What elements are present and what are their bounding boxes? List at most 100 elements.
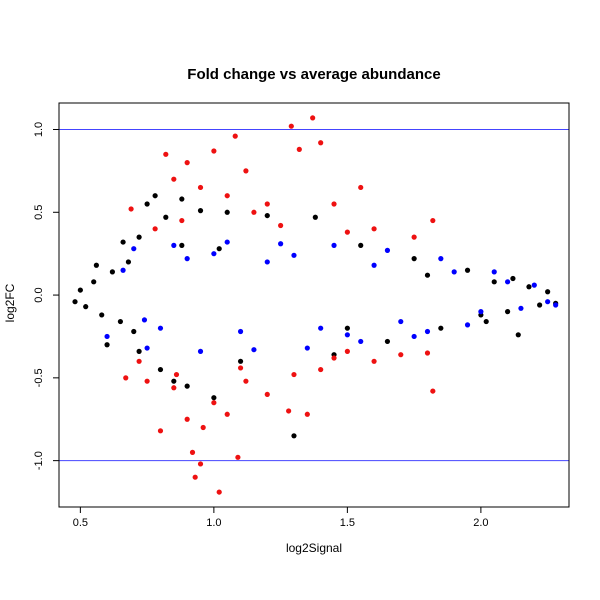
data-point bbox=[478, 309, 484, 315]
data-point bbox=[304, 345, 310, 351]
data-point bbox=[189, 449, 196, 455]
data-point bbox=[131, 328, 137, 335]
data-point bbox=[286, 408, 292, 414]
data-point bbox=[184, 160, 190, 166]
data-point bbox=[358, 338, 364, 345]
data-point bbox=[424, 272, 431, 278]
x-tick-label: 0.5 bbox=[73, 517, 88, 529]
data-point bbox=[398, 318, 404, 325]
data-point bbox=[304, 411, 310, 417]
data-point bbox=[243, 168, 249, 174]
data-point bbox=[310, 115, 316, 121]
data-point bbox=[318, 140, 324, 146]
data-point bbox=[251, 209, 257, 215]
y-tick-label: 0.0 bbox=[33, 287, 45, 302]
data-point bbox=[144, 201, 150, 207]
data-point bbox=[144, 378, 150, 384]
x-axis-label: log2Signal bbox=[286, 541, 342, 555]
data-point bbox=[157, 366, 164, 373]
data-point bbox=[526, 284, 532, 290]
data-point bbox=[411, 256, 417, 262]
data-point bbox=[171, 378, 177, 384]
data-point bbox=[237, 365, 244, 371]
data-point bbox=[104, 333, 110, 340]
data-point bbox=[371, 226, 377, 232]
data-point bbox=[125, 259, 132, 265]
data-point bbox=[179, 217, 185, 224]
data-point bbox=[136, 348, 142, 354]
data-point bbox=[197, 461, 204, 467]
plot-frame bbox=[58, 102, 570, 508]
data-point bbox=[211, 251, 217, 257]
data-point bbox=[163, 214, 169, 220]
data-point bbox=[197, 184, 204, 191]
data-point bbox=[291, 433, 297, 439]
data-point bbox=[491, 279, 497, 285]
data-point bbox=[123, 375, 129, 381]
data-point bbox=[211, 400, 217, 406]
data-point bbox=[430, 388, 436, 394]
data-point bbox=[288, 123, 294, 129]
y-tick-label: -1.0 bbox=[33, 451, 45, 470]
data-point bbox=[192, 474, 198, 480]
data-point bbox=[384, 247, 391, 253]
data-point bbox=[197, 348, 204, 354]
data-point bbox=[264, 201, 270, 207]
data-point bbox=[163, 151, 169, 157]
data-point bbox=[344, 325, 350, 331]
data-point bbox=[152, 193, 158, 199]
data-point bbox=[398, 352, 404, 358]
data-point bbox=[104, 342, 110, 348]
data-point bbox=[120, 267, 126, 273]
y-tick-label: 1.0 bbox=[33, 122, 45, 137]
data-point bbox=[235, 454, 241, 460]
data-point bbox=[171, 385, 177, 391]
data-point bbox=[136, 234, 142, 240]
data-point bbox=[237, 328, 244, 335]
data-point bbox=[224, 411, 230, 417]
data-point bbox=[491, 269, 497, 275]
data-point bbox=[438, 325, 444, 331]
data-point bbox=[91, 279, 97, 285]
data-point bbox=[77, 287, 83, 293]
data-point bbox=[291, 371, 297, 378]
data-point bbox=[264, 212, 270, 219]
data-point bbox=[216, 489, 222, 495]
data-point bbox=[537, 302, 543, 308]
data-point bbox=[411, 333, 417, 340]
data-point bbox=[211, 148, 217, 154]
data-point bbox=[197, 208, 204, 214]
data-point bbox=[237, 358, 244, 364]
y-tick-label: -0.5 bbox=[33, 368, 45, 387]
data-point bbox=[211, 395, 217, 401]
data-point bbox=[141, 317, 148, 323]
data-point bbox=[344, 332, 350, 338]
x-tick-label: 1.0 bbox=[206, 517, 221, 529]
data-point bbox=[264, 259, 270, 265]
data-point bbox=[243, 378, 249, 384]
data-point bbox=[184, 416, 190, 422]
data-point bbox=[344, 229, 350, 235]
data-point bbox=[358, 242, 364, 248]
data-point bbox=[424, 328, 431, 335]
data-point bbox=[296, 146, 302, 152]
data-point bbox=[184, 383, 190, 389]
y-tick-label: 0.5 bbox=[33, 205, 45, 220]
data-point bbox=[371, 358, 377, 364]
data-point bbox=[264, 391, 270, 398]
data-point bbox=[518, 305, 524, 311]
data-point bbox=[318, 366, 324, 373]
data-point bbox=[171, 176, 177, 182]
data-point bbox=[344, 348, 350, 354]
data-point bbox=[83, 304, 89, 310]
x-tick-label: 2.0 bbox=[473, 517, 488, 529]
data-point bbox=[291, 252, 297, 258]
data-point bbox=[331, 201, 337, 207]
data-point bbox=[179, 242, 185, 248]
data-point bbox=[384, 338, 391, 345]
data-point bbox=[157, 428, 164, 434]
data-point bbox=[251, 347, 257, 353]
data-point bbox=[109, 269, 116, 275]
x-axis: 0.5 1.0 1.5 2.0 bbox=[73, 506, 489, 529]
